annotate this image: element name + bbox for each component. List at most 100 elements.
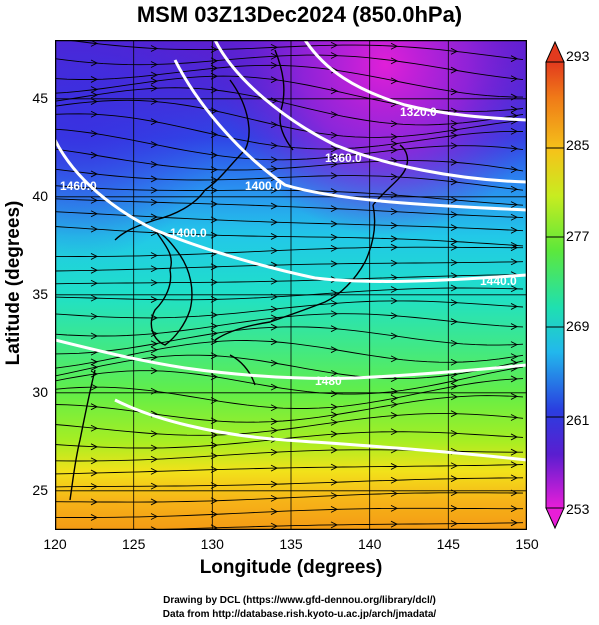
streamline-arrow [210,441,219,449]
streamline-arrow [390,332,399,340]
streamline-arrow [210,57,219,65]
streamline-arrow [210,278,219,286]
streamline-arrow [330,188,339,195]
streamline-arrow [90,483,99,490]
streamline-arrow [210,322,219,330]
streamline-arrow [510,127,519,135]
streamline-arrow [330,478,339,486]
streamline-arrow [210,131,219,138]
streamline-arrow [330,41,339,49]
streamline-arrow [390,412,399,419]
streamline-arrow [450,377,459,385]
streamline-arrow [450,358,459,366]
streamline-arrow [510,75,519,83]
streamline-arrow [330,131,339,139]
streamline [55,75,524,112]
streamline-arrow [210,216,219,224]
streamline-arrow [90,110,99,118]
streamline-arrow [90,383,99,391]
contour-label: 1360.0 [325,151,362,165]
streamline-arrow [210,72,219,80]
streamline-arrow [270,383,279,391]
streamline-arrow [450,429,459,437]
streamline-arrow [150,353,159,361]
map-plot: 1320.0 1360.0 1400.0 1400.0 1460.0 1480 … [55,40,527,530]
streamline-arrow [510,448,519,456]
streamline-arrow [270,97,279,105]
streamline [55,492,524,503]
streamline-arrow [210,373,219,381]
streamline-arrow [450,224,459,231]
colorbar [545,40,565,530]
streamline-arrow [330,505,339,513]
streamline-arrow [270,156,279,164]
x-tick-label: 140 [358,536,382,552]
streamline-arrow [450,382,459,390]
streamline-arrow [450,520,459,528]
streamline-arrow [450,318,459,326]
streamline-arrow [90,266,99,274]
streamline-arrow [90,279,99,287]
streamline-arrow [270,314,279,322]
streamline [55,226,524,247]
streamline-arrow [150,141,159,148]
y-tick-label: 25 [32,481,48,498]
streamline-arrow [390,259,399,267]
streamline-arrow [90,403,99,411]
streamline-arrow [450,238,459,245]
streamline-arrow [270,404,279,412]
streamline-arrow [270,522,279,530]
lat-lon-grid [55,40,527,530]
streamline-arrow [390,312,399,320]
streamline [55,87,524,126]
streamline-arrow [150,252,159,259]
streamline-arrow [150,175,159,183]
contour-label: 1480 [315,374,342,388]
streamline-arrow [210,497,219,505]
streamline-arrow [330,52,339,59]
streamline-arrow [150,340,159,348]
streamline-arrow [450,158,459,166]
streamline-arrow [510,505,519,513]
streamline [55,313,524,337]
height-contours [55,40,527,462]
streamline-arrow [450,178,459,186]
streamline [128,522,524,530]
streamline-arrow [510,93,519,101]
streamline-arrow [390,133,399,141]
streamline-arrow [90,40,99,47]
streamline-arrow [90,424,99,432]
streamline-arrow [330,289,339,297]
streamline-arrow [270,43,279,51]
streamline-arrow [270,186,279,194]
streamline-arrow [450,243,459,251]
streamline-arrow [330,160,339,168]
streamline-arrow [210,151,219,159]
streamline-arrow [150,296,159,303]
streamline-arrow [270,247,279,255]
streamline-arrow [270,323,279,331]
streamline-arrow [450,410,459,418]
streamline-arrow [390,173,399,181]
y-tick-label: 40 [32,187,48,204]
streamline-arrow [210,295,219,303]
streamline-arrow [450,196,459,204]
streamline-arrow [150,161,159,168]
contour-label: 1320.0 [400,105,437,119]
streamline-arrow [90,313,99,320]
streamline-arrow [150,430,159,438]
streamline-arrow [330,446,339,454]
streamline [55,113,524,150]
streamline [55,326,524,355]
streamline-arrow [390,146,399,154]
streamline-arrow [330,87,339,95]
streamline [55,413,524,436]
streamline-arrow [510,359,519,367]
streamline-arrow [270,277,279,285]
y-tick-label: 30 [32,383,48,400]
streamline-arrow [150,279,159,287]
streamline-arrow [390,490,399,497]
streamline-arrow [150,198,159,206]
streamline-arrow [270,61,279,69]
streamline [55,128,524,161]
